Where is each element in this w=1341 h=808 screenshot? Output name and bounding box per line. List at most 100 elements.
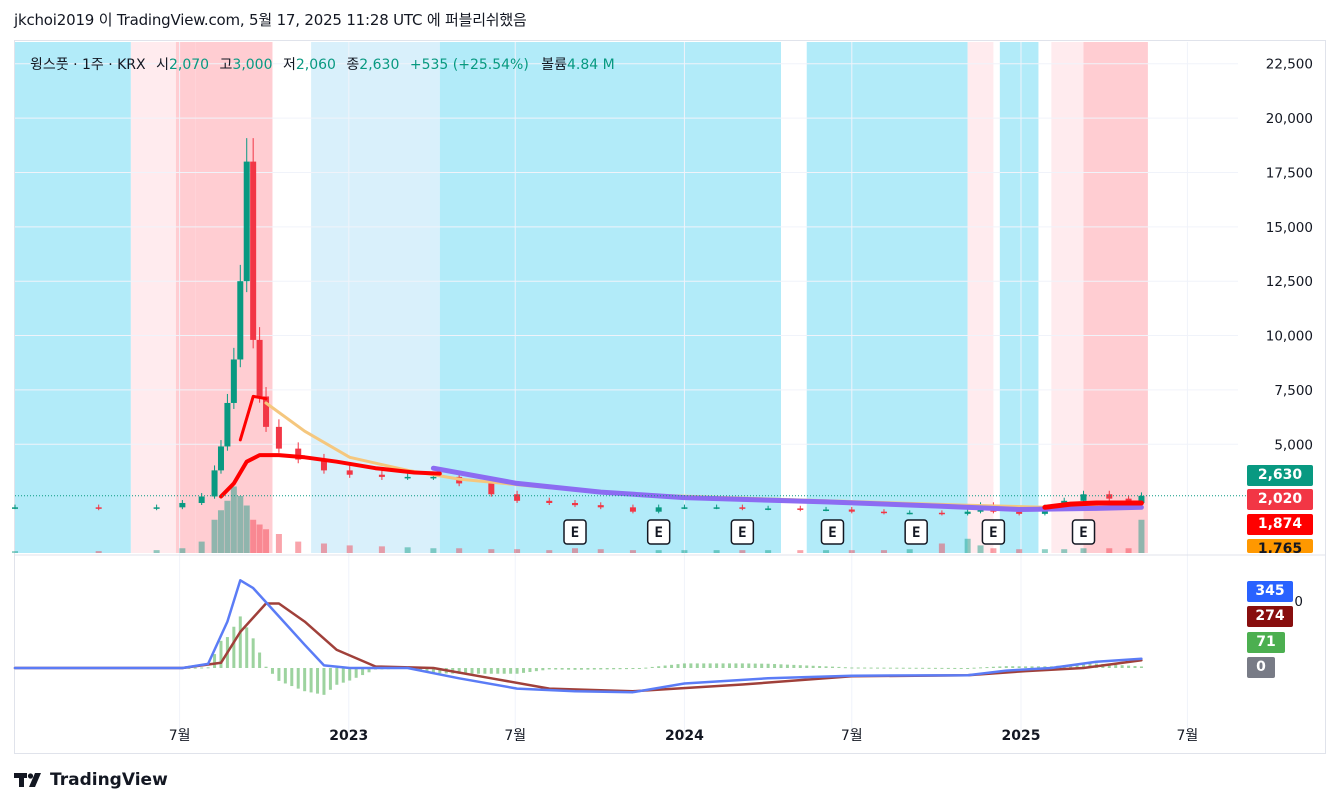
y-tick-label: 17,500 bbox=[1266, 165, 1313, 181]
macd-tag: 345 bbox=[1247, 581, 1293, 602]
macd-histogram-bar bbox=[270, 668, 274, 674]
macd-histogram-bar bbox=[1004, 666, 1008, 668]
macd-histogram-bar bbox=[1127, 665, 1131, 668]
background-band bbox=[1083, 42, 1148, 553]
macd-histogram-bar bbox=[579, 668, 583, 670]
candle-body bbox=[655, 507, 662, 512]
macd-histogram-bar bbox=[863, 667, 867, 669]
brand-name: TradingView bbox=[50, 770, 168, 790]
legend-close-label: 종 bbox=[346, 57, 360, 73]
volume-bar bbox=[977, 545, 984, 553]
macd-histogram-bar bbox=[258, 652, 262, 668]
macd-histogram-bar bbox=[715, 663, 719, 668]
candle-body bbox=[514, 494, 521, 501]
candle-body bbox=[765, 508, 772, 510]
volume-bar bbox=[179, 548, 186, 553]
y-tick-label: 7,500 bbox=[1274, 383, 1313, 399]
macd-histogram-bar bbox=[296, 668, 300, 689]
volume-bar bbox=[456, 548, 463, 553]
earnings-marker-label: E bbox=[828, 525, 836, 541]
legend-low-label: 저 bbox=[282, 57, 296, 73]
legend-close: 2,630 bbox=[359, 57, 400, 73]
ma-red-line-2 bbox=[238, 394, 268, 442]
macd-histogram-bar bbox=[232, 626, 236, 668]
macd-histogram-bar bbox=[489, 668, 493, 674]
tradingview-logo[interactable]: TradingView bbox=[14, 770, 168, 790]
volume-bar bbox=[1106, 548, 1113, 553]
volume-bar bbox=[572, 548, 579, 553]
macd-histogram-bar bbox=[1030, 666, 1034, 668]
candle-body bbox=[263, 396, 270, 427]
background-band bbox=[175, 42, 196, 553]
macd-tag: 0 bbox=[1247, 657, 1275, 678]
legend-open: 2,070 bbox=[168, 57, 210, 73]
ma-red-recent-line bbox=[1042, 500, 1144, 510]
macd-histogram-bar bbox=[1075, 664, 1079, 668]
volume-bar bbox=[320, 543, 327, 553]
macd-histogram-bar bbox=[657, 666, 661, 668]
macd-histogram-bar bbox=[766, 663, 770, 668]
macd-histogram-bar bbox=[354, 668, 358, 678]
earnings-marker-label: E bbox=[738, 525, 746, 541]
macd-histogram-bar bbox=[888, 667, 892, 669]
macd-histogram-bar bbox=[991, 666, 995, 668]
macd-histogram-bar bbox=[547, 668, 551, 670]
volume-bar bbox=[378, 546, 385, 553]
macd-histogram-bar bbox=[785, 664, 789, 668]
macd-histogram-bar bbox=[515, 668, 519, 674]
volume-bar bbox=[224, 500, 231, 553]
macd-histogram-bar bbox=[740, 663, 744, 668]
candle-body bbox=[797, 508, 804, 510]
macd-histogram-bar bbox=[586, 668, 590, 670]
volume-bar bbox=[12, 551, 18, 553]
candle-body bbox=[211, 470, 218, 497]
macd-histogram-bar bbox=[953, 667, 957, 669]
macd-histogram-bar bbox=[470, 668, 474, 674]
macd-histogram-bar bbox=[476, 668, 480, 674]
volume-bar bbox=[713, 550, 720, 553]
macd-histogram-bar bbox=[534, 668, 538, 672]
volume-bar bbox=[964, 538, 971, 553]
macd-histogram-bar bbox=[438, 668, 442, 674]
macd-histogram-bar bbox=[206, 667, 210, 669]
volume-bar bbox=[217, 510, 224, 553]
price-tag: 1,874 bbox=[1247, 514, 1313, 535]
volume-bar bbox=[797, 550, 804, 553]
macd-histogram-bar bbox=[773, 664, 777, 668]
macd-tag: 71 bbox=[1247, 632, 1285, 653]
volume-bar bbox=[153, 550, 160, 553]
macd-histogram-bar bbox=[670, 664, 674, 668]
candle-body bbox=[320, 459, 327, 471]
y-tick-label: 10,000 bbox=[1266, 329, 1313, 345]
macd-histogram-bar bbox=[946, 667, 950, 669]
legend-symbol[interactable]: 윙스풋 · 1주 · KRX bbox=[30, 57, 146, 73]
candle-body bbox=[1080, 494, 1087, 501]
volume-bar bbox=[1016, 549, 1023, 553]
candle-body bbox=[488, 483, 495, 495]
candle-body bbox=[430, 476, 437, 479]
volume-bar bbox=[1125, 548, 1132, 553]
candle-body bbox=[848, 509, 855, 512]
candle-body bbox=[224, 402, 231, 447]
volume-bar bbox=[211, 519, 218, 553]
background-band bbox=[999, 42, 1039, 553]
macd-histogram-bar bbox=[1036, 666, 1040, 668]
earnings-marker bbox=[730, 519, 755, 545]
macd-histogram-bar bbox=[502, 668, 506, 674]
volume-bar bbox=[430, 548, 437, 553]
candle-body bbox=[153, 507, 160, 509]
macd-histogram-bar bbox=[592, 668, 596, 670]
macd-histogram-bar bbox=[1011, 666, 1015, 668]
background-band bbox=[195, 42, 273, 553]
y-tick-label: 12,500 bbox=[1266, 274, 1313, 290]
macd-histogram-bar bbox=[361, 668, 365, 676]
macd-histogram-bar bbox=[213, 654, 217, 668]
macd-histogram-bar bbox=[618, 668, 622, 670]
macd-histogram-bar bbox=[316, 668, 320, 694]
earnings-marker bbox=[904, 519, 928, 545]
macd-histogram-bar bbox=[483, 668, 487, 674]
volume-bar bbox=[765, 550, 772, 553]
macd-histogram-bar bbox=[792, 664, 796, 668]
macd-histogram-bar bbox=[631, 668, 635, 670]
